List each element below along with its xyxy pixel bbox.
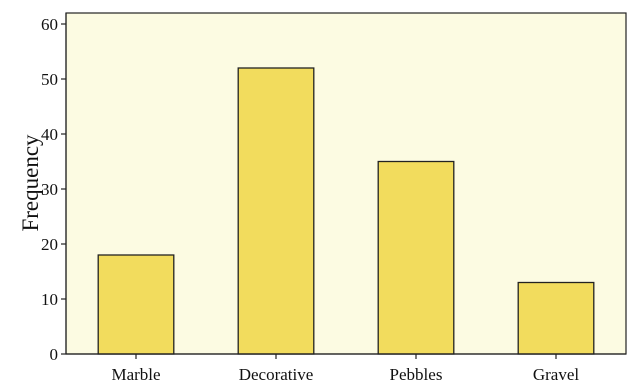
bars bbox=[97, 67, 595, 355]
x-tick-label: Pebbles bbox=[390, 365, 443, 384]
y-tick-label: 10 bbox=[41, 290, 58, 309]
y-axis-ticks: 0 10 20 30 40 50 60 bbox=[41, 15, 66, 364]
x-tick-label: Marble bbox=[111, 365, 160, 384]
y-tick-label: 30 bbox=[41, 180, 58, 199]
x-axis-ticks: Marble Decorative Pebbles Gravel bbox=[111, 354, 579, 384]
y-tick-label: 20 bbox=[41, 235, 58, 254]
bar-marble bbox=[97, 254, 175, 355]
y-axis-title: Frequency bbox=[18, 134, 43, 232]
y-tick-label: 60 bbox=[41, 15, 58, 34]
x-tick-label: Decorative bbox=[239, 365, 314, 384]
y-tick-label: 40 bbox=[41, 125, 58, 144]
y-tick-label: 0 bbox=[50, 345, 59, 364]
bar-gravel bbox=[517, 281, 595, 355]
bar-pebbles bbox=[377, 160, 455, 355]
y-tick-label: 50 bbox=[41, 70, 58, 89]
bar-decorative bbox=[237, 67, 315, 355]
x-tick-label: Gravel bbox=[533, 365, 580, 384]
